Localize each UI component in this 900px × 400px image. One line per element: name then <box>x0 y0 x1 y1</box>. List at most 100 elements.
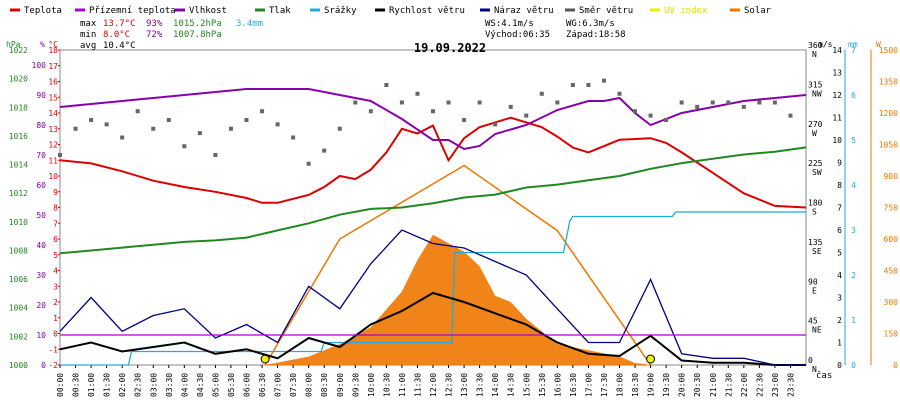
wind-direction-point <box>291 135 296 140</box>
x-tick-label: 15:00 <box>522 373 531 397</box>
wind-direction-point <box>399 100 404 105</box>
stats-wg: WG:6.3m/s <box>566 19 615 29</box>
sunset-marker <box>646 354 656 364</box>
x-tick-label: 19:30 <box>662 373 671 397</box>
tick-direction-deg: 135 <box>808 238 823 247</box>
wind-direction-point <box>633 109 638 114</box>
stats-max-label: max <box>80 19 97 29</box>
wind-direction-point <box>617 91 622 96</box>
tick-solar: 0 <box>893 361 898 370</box>
wind-direction-point <box>664 118 669 122</box>
tick-temperature: 18 <box>48 46 58 55</box>
x-tick-label: 03:00 <box>149 373 158 397</box>
tick-humidity: 100 <box>32 61 47 70</box>
tick-wind: 14 <box>832 46 842 55</box>
wind-direction-point <box>275 122 280 127</box>
tick-wind: 1 <box>837 339 842 348</box>
stats-sunrise: Východ:06:35 <box>485 30 550 40</box>
stats-rain: 3.4mm <box>236 19 263 29</box>
x-tick-label: 06:00 <box>243 373 252 397</box>
x-tick-label: 04:30 <box>196 373 205 397</box>
x-tick-label: 01:30 <box>103 373 112 397</box>
x-tick-label: 16:00 <box>553 373 562 397</box>
x-tick-label: 02:30 <box>134 373 143 397</box>
legend-label: Rychlost větru <box>389 6 465 16</box>
tick-pressure: 1016 <box>9 132 28 141</box>
stats-max-temp: 13.7°C <box>103 19 136 29</box>
wind-direction-point <box>104 122 109 127</box>
wind-direction-point <box>182 144 187 149</box>
tick-pressure: 1012 <box>9 189 28 198</box>
x-tick-label: 17:00 <box>584 373 593 397</box>
wind-direction-point <box>260 109 265 114</box>
x-tick-label: 10:00 <box>367 373 376 397</box>
wind-direction-point <box>135 109 140 114</box>
tick-humidity: 60 <box>36 181 46 190</box>
x-tick-label: 06:30 <box>258 373 267 397</box>
x-tick-label: 11:00 <box>398 373 407 397</box>
x-tick-label: 14:30 <box>507 373 516 397</box>
series-line <box>59 116 807 209</box>
stats-avg-temp: 10.4°C <box>103 41 136 51</box>
x-axis-unit: čas <box>816 370 832 381</box>
tick-rain: 7 <box>851 46 856 55</box>
tick-humidity: 10 <box>36 331 46 340</box>
tick-temperature: 6 <box>53 235 58 244</box>
x-tick-label: 22:30 <box>755 373 764 397</box>
axis-unit-wind: m/s <box>818 40 833 49</box>
tick-temperature: 14 <box>48 109 58 118</box>
tick-direction-dir: SW <box>812 168 822 177</box>
stats-ws: WS:4.1m/s <box>485 19 534 29</box>
tick-temperature: 5 <box>53 251 58 260</box>
tick-solar: 1350 <box>879 78 898 87</box>
tick-pressure: 1018 <box>9 103 28 112</box>
tick-wind: 3 <box>837 294 842 303</box>
legend-label: Tlak <box>269 6 291 16</box>
x-tick-label: 01:00 <box>87 373 96 397</box>
legend-label: Náraz větru <box>494 6 554 16</box>
wind-direction-point <box>601 78 606 83</box>
tick-humidity: 50 <box>36 211 46 220</box>
x-tick-label: 00:30 <box>72 373 81 397</box>
tick-solar: 750 <box>884 204 899 213</box>
wind-direction-point <box>197 131 202 136</box>
x-tick-label: 13:30 <box>476 373 485 397</box>
legend-label: Přízemní teplota <box>89 6 176 16</box>
x-tick-label: 23:30 <box>786 373 795 397</box>
tick-humidity: 40 <box>36 241 46 250</box>
tick-wind: 12 <box>832 91 842 100</box>
wind-direction-point <box>741 104 746 109</box>
x-tick-label: 05:30 <box>227 373 236 397</box>
series-line <box>59 229 806 366</box>
x-tick-label: 17:30 <box>600 373 609 397</box>
x-tick-label: 19:00 <box>647 373 656 397</box>
x-tick-label: 03:30 <box>165 373 174 397</box>
x-tick-label: 09:00 <box>336 373 345 397</box>
wind-direction-point <box>477 100 482 105</box>
x-tick-label: 21:00 <box>709 373 718 397</box>
tick-wind: 5 <box>837 249 842 258</box>
chart-title: 19.09.2022 <box>414 41 486 55</box>
tick-direction-deg: 270 <box>808 120 823 129</box>
wind-direction-point <box>648 113 653 118</box>
legend-label: Solar <box>744 6 772 16</box>
wind-direction-point <box>570 83 575 87</box>
x-tick-label: 04:00 <box>180 373 189 397</box>
tick-direction-deg: 90 <box>808 277 818 286</box>
series-line <box>59 88 807 151</box>
x-tick-label: 21:30 <box>724 373 733 397</box>
x-tick-label: 08:00 <box>305 373 314 397</box>
tick-direction-deg: 360 <box>808 41 823 50</box>
wind-direction-point <box>73 126 78 131</box>
tick-wind: 9 <box>837 159 842 168</box>
tick-temperature: 10 <box>48 172 58 181</box>
tick-wind: 0 <box>837 361 842 370</box>
x-tick-label: 10:30 <box>382 373 391 397</box>
tick-wind: 8 <box>837 181 842 190</box>
tick-rain: 4 <box>851 181 856 190</box>
stats-min-temp: 8.0°C <box>103 30 130 40</box>
wind-direction-point <box>213 153 218 157</box>
tick-temperature: -2 <box>48 361 58 370</box>
tick-direction-deg: 225 <box>808 159 823 168</box>
